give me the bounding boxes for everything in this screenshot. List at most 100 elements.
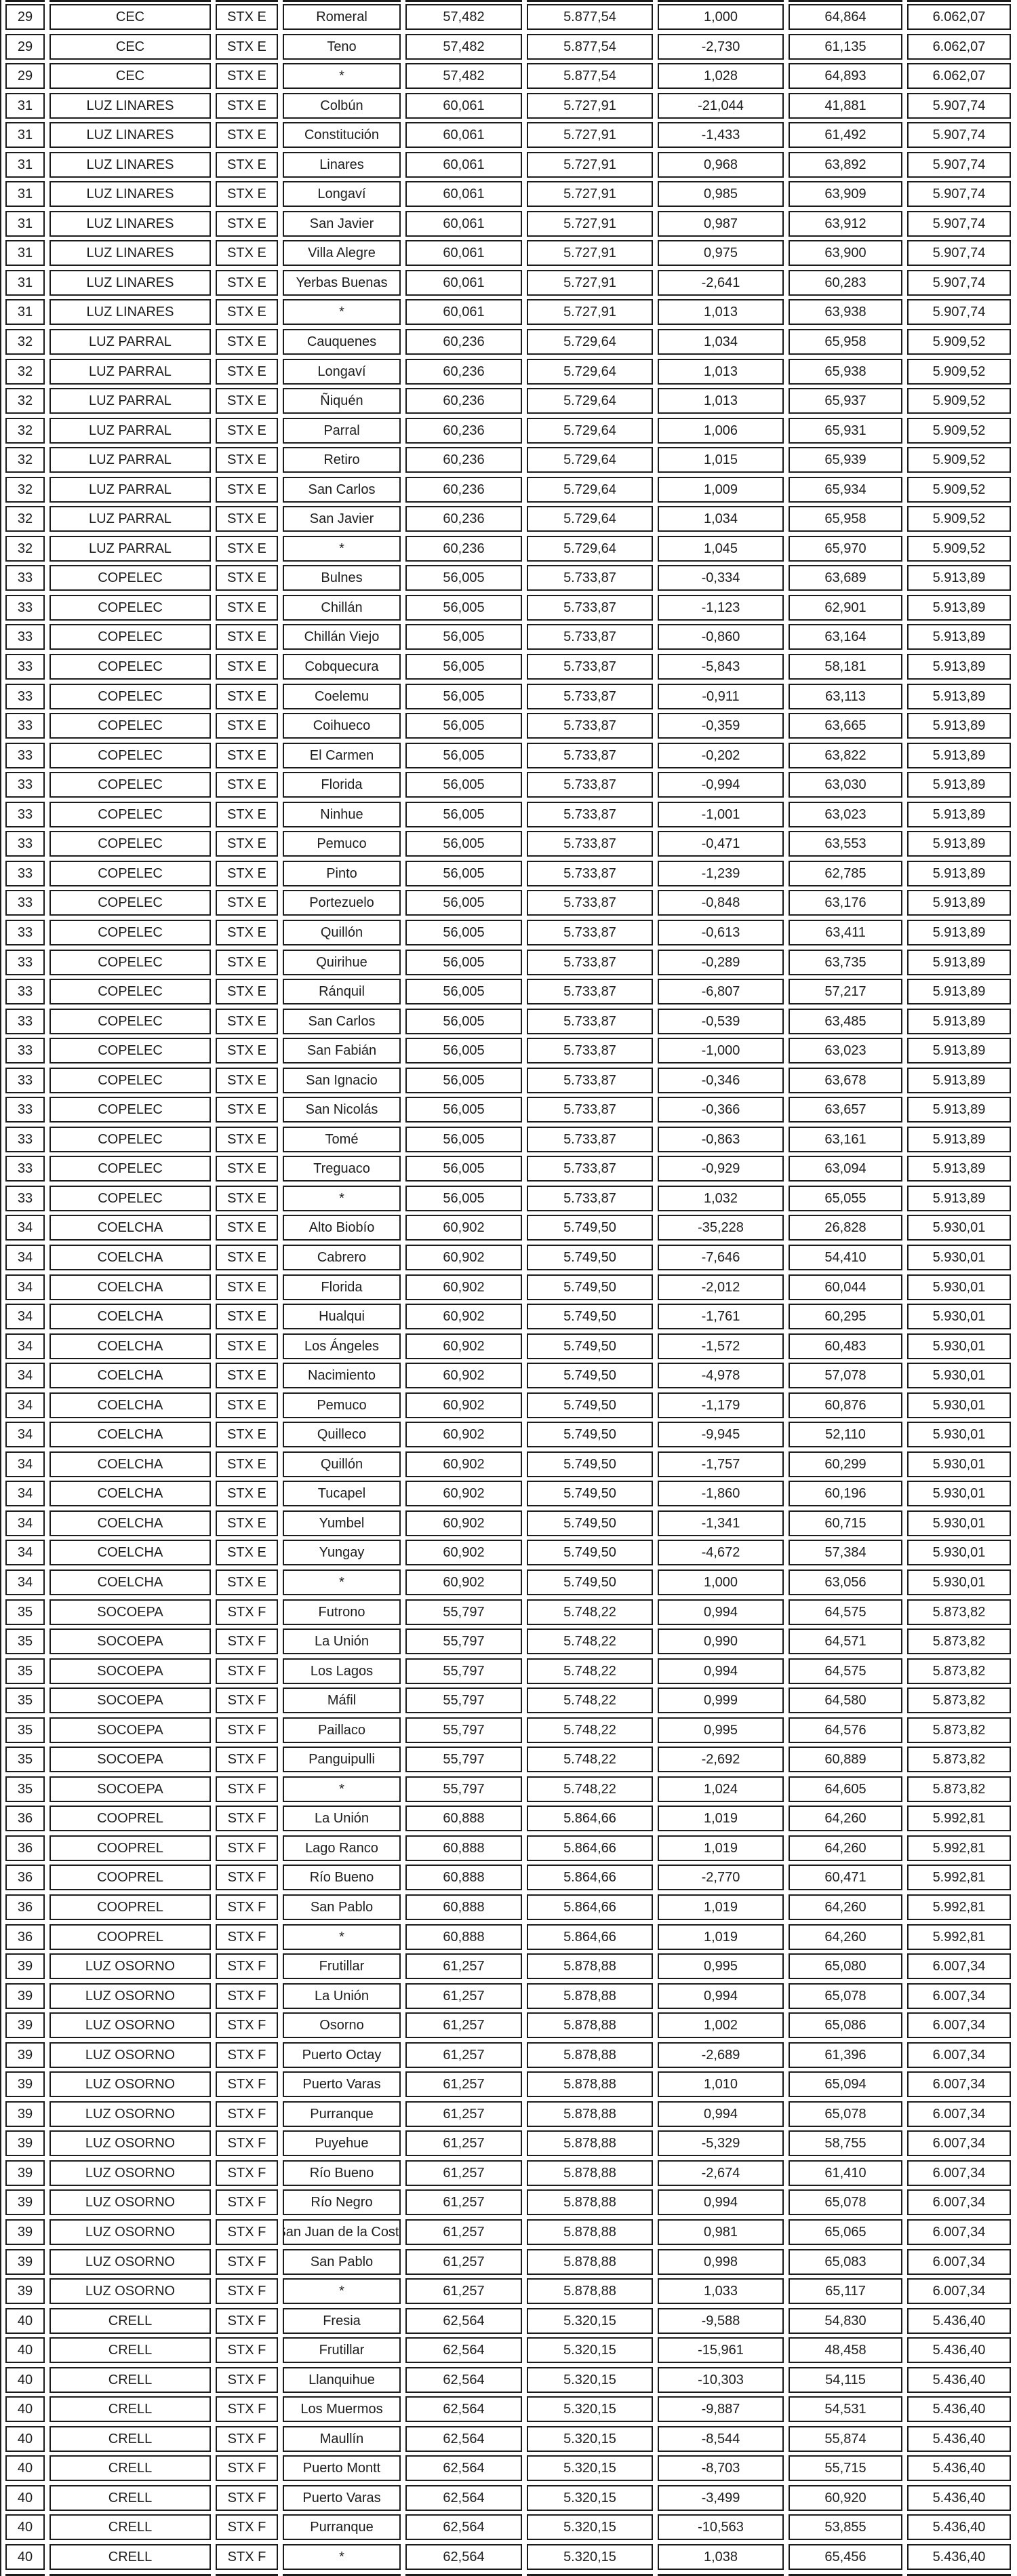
cell-row-number: 36 xyxy=(5,1894,45,1920)
cell-company-name: COPELEC xyxy=(49,949,211,975)
cell-value-4: 63,938 xyxy=(789,299,902,326)
cell-company-name: LUZ LINARES xyxy=(49,92,211,119)
cell-company-name: COELCHA xyxy=(49,1274,211,1300)
cell-value-2: 5.878,88 xyxy=(527,2012,653,2039)
cell-value-5: 5.930,01 xyxy=(907,1569,1011,1595)
cell-company-name: COPELEC xyxy=(49,683,211,709)
cell-value-1: 56,005 xyxy=(405,624,522,650)
cell-value-2: 5.733,87 xyxy=(527,860,653,886)
cell-value-5: 6.007,34 xyxy=(907,2101,1011,2127)
cell-value-1: 55,797 xyxy=(405,1776,522,1802)
cell-commune-name: Paillaco xyxy=(283,1717,401,1743)
table-row: 33 COPELEC STX E Bulnes 56,005 5.733,87 -0,334… xyxy=(0,565,1017,591)
table-row: 33 COPELEC STX E Chillán 56,005 5.733,87 -1,12… xyxy=(0,594,1017,621)
cell-value-3: -0,539 xyxy=(658,1008,784,1034)
cell-value-1: 60,888 xyxy=(405,1806,522,1832)
cell-commune-name: Coelemu xyxy=(283,683,401,709)
cell-row-number: 33 xyxy=(5,860,45,886)
cell-value-3: -9,945 xyxy=(658,1422,784,1448)
table-row: 34 COELCHA STX E Yungay 60,902 5.749,50 -4,672… xyxy=(0,1540,1017,1566)
cell-value-3: -1,000 xyxy=(658,1038,784,1064)
cell-commune-name: El Carmen xyxy=(283,742,401,768)
cell-value-2: 5.733,87 xyxy=(527,742,653,768)
cell-company-name: SOCOEPA xyxy=(49,1599,211,1625)
cell-row-number: 34 xyxy=(5,1333,45,1359)
cell-company-name: COELCHA xyxy=(49,1510,211,1536)
cell-company-name: COPELEC xyxy=(49,713,211,739)
cell-commune-name: * xyxy=(283,2544,401,2571)
cell-value-3: -0,860 xyxy=(658,624,784,650)
cell-stx-zone: STX F xyxy=(216,1746,278,1773)
cell-value-3: -1,572 xyxy=(658,1333,784,1359)
cell-commune-name: Yerbas Buenas xyxy=(283,269,401,296)
cell-commune-name: Pemuco xyxy=(283,831,401,857)
cell-value-1: 62,564 xyxy=(405,2484,522,2511)
cell-value-5: 5.930,01 xyxy=(907,1215,1011,1241)
cell-commune-name: * xyxy=(283,2278,401,2305)
cell-value-1: 60,902 xyxy=(405,1392,522,1418)
cell-company-name: COELCHA xyxy=(49,1363,211,1389)
cell-value-4: 63,056 xyxy=(789,1569,902,1595)
table-row: 32 LUZ PARRAL STX E Cauquenes 60,236 5.729,64… xyxy=(0,329,1017,355)
cell-company-name: SOCOEPA xyxy=(49,1776,211,1802)
table-row: 40 CRELL STX F * 62,564 5.320,15 1,038 65,456 5.… xyxy=(0,2544,1017,2571)
table-row: 39 LUZ OSORNO STX F La Unión 61,257 5.878,88 0… xyxy=(0,1983,1017,2009)
cell-commune-name: Cauquenes xyxy=(283,329,401,355)
cut-row-top xyxy=(0,0,1017,2)
table-row: 34 COELCHA STX E * 60,902 5.749,50 1,000 63,056… xyxy=(0,1569,1017,1595)
cell-value-5: 5.913,89 xyxy=(907,1185,1011,1211)
cell-value-4: 64,605 xyxy=(789,1776,902,1802)
table-row: 34 COELCHA STX E Nacimiento 60,902 5.749,50 -4… xyxy=(0,1363,1017,1389)
cell-value-5: 5.873,82 xyxy=(907,1776,1011,1802)
cell-value-3: -1,433 xyxy=(658,122,784,149)
table-left-border xyxy=(0,0,1,2576)
cell-company-name: LUZ PARRAL xyxy=(49,388,211,414)
cell-value-2: 5.733,87 xyxy=(527,654,653,680)
cell-commune-name: San Pablo xyxy=(283,2248,401,2275)
cell-value-2: 5.878,88 xyxy=(527,1953,653,1980)
table-row: 33 COPELEC STX E San Carlos 56,005 5.733,87 -0… xyxy=(0,1008,1017,1034)
cell-row-number: 39 xyxy=(5,2101,45,2127)
cell-row-number: 36 xyxy=(5,1835,45,1861)
table-row: 35 SOCOEPA STX F Paillaco 55,797 5.748,22 0,99… xyxy=(0,1717,1017,1743)
cell-value-4: 58,755 xyxy=(789,2130,902,2157)
cell-commune-name: Coihueco xyxy=(283,713,401,739)
cell-value-3: -5,843 xyxy=(658,654,784,680)
cell-value-1: 61,257 xyxy=(405,1953,522,1980)
cell-value-5: 5.930,01 xyxy=(907,1392,1011,1418)
table-row: 32 LUZ PARRAL STX E * 60,236 5.729,64 1,045 65,… xyxy=(0,535,1017,562)
cell-commune-name: * xyxy=(283,1185,401,1211)
cell-value-2: 5.864,66 xyxy=(527,1894,653,1920)
cell-value-3: 1,033 xyxy=(658,2278,784,2305)
cell-value-2: 5.733,87 xyxy=(527,683,653,709)
cell-value-3: 1,015 xyxy=(658,447,784,473)
cell-value-2: 5.733,87 xyxy=(527,594,653,621)
cell-value-1: 61,257 xyxy=(405,2101,522,2127)
cell-value-5: 5.913,89 xyxy=(907,1067,1011,1093)
cell-value-5: 5.913,89 xyxy=(907,801,1011,827)
cell-value-4: 60,920 xyxy=(789,2484,902,2511)
cell-commune-name: San Ignacio xyxy=(283,1067,401,1093)
cell-commune-name: Osorno xyxy=(283,2012,401,2039)
cell-commune-name: * xyxy=(283,1924,401,1950)
cell-value-5: 5.907,74 xyxy=(907,269,1011,296)
cell-row-number: 33 xyxy=(5,624,45,650)
cell-stx-zone: STX F xyxy=(216,2337,278,2364)
cell-value-2: 5.729,64 xyxy=(527,417,653,444)
cell-value-2: 5.729,64 xyxy=(527,476,653,503)
cell-value-1: 60,888 xyxy=(405,1865,522,1891)
cell-company-name: LUZ OSORNO xyxy=(49,2042,211,2068)
cell-value-2: 5.320,15 xyxy=(527,2544,653,2571)
cell-company-name: LUZ LINARES xyxy=(49,181,211,208)
cell-value-4: 65,938 xyxy=(789,358,902,385)
cell-stx-zone: STX E xyxy=(216,949,278,975)
cell-value-3: -0,289 xyxy=(658,949,784,975)
cell-value-2: 5.878,88 xyxy=(527,2071,653,2098)
cell-company-name: CRELL xyxy=(49,2514,211,2541)
cell-value-5: 5.909,52 xyxy=(907,358,1011,385)
cell-value-4: 63,094 xyxy=(789,1156,902,1182)
cell-commune-name: San Carlos xyxy=(283,476,401,503)
cell-value-3: 0,995 xyxy=(658,1717,784,1743)
cell-value-1: 61,257 xyxy=(405,2042,522,2068)
table-row: 35 SOCOEPA STX F Panguipulli 55,797 5.748,22-… xyxy=(0,1746,1017,1773)
